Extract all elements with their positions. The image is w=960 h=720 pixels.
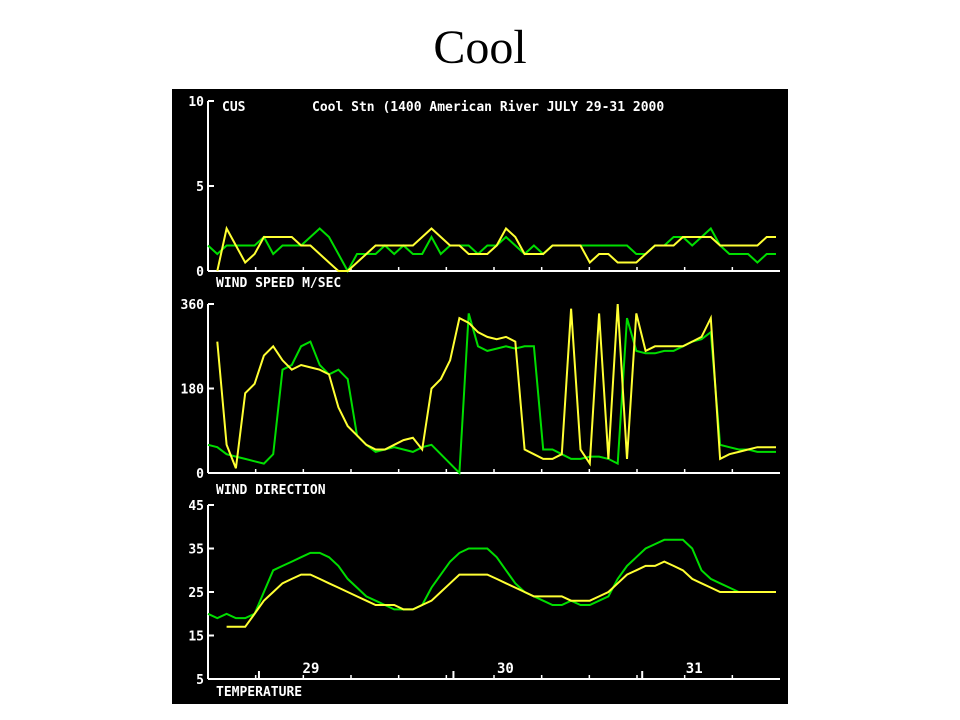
series-line-green xyxy=(207,538,776,620)
x-tick-label: 30 xyxy=(497,661,514,677)
meteogram-svg: CUS Cool Stn (1400 American River JULY 2… xyxy=(181,95,780,700)
x-tick-label: 31 xyxy=(686,661,703,677)
panel-label: WIND SPEED M/SEC xyxy=(216,276,341,291)
y-tick-label: 0 xyxy=(196,265,204,280)
series-line-yellow xyxy=(226,560,776,628)
meteogram-panel: CUS Cool Stn (1400 American River JULY 2… xyxy=(172,89,788,704)
y-tick-label: 35 xyxy=(188,543,204,558)
y-tick-label: 10 xyxy=(188,95,204,110)
y-tick-label: 25 xyxy=(188,586,204,601)
y-tick-label: 15 xyxy=(188,630,204,645)
slide-title: Cool xyxy=(433,21,527,74)
y-tick-label: 45 xyxy=(188,499,204,514)
station-code: CUS xyxy=(222,100,246,115)
series-line-green xyxy=(207,226,776,274)
series-line-yellow xyxy=(216,225,776,272)
y-tick-label: 180 xyxy=(181,383,205,398)
panel-label: TEMPERATURE xyxy=(216,685,302,700)
panel-label: WIND DIRECTION xyxy=(216,483,326,498)
y-tick-label: 5 xyxy=(196,180,204,195)
y-tick-label: 360 xyxy=(181,298,205,313)
station-info: Cool Stn (1400 American River JULY 29-31… xyxy=(312,100,664,115)
y-tick-label: 0 xyxy=(196,467,204,482)
y-tick-label: 5 xyxy=(196,673,204,688)
x-tick-label: 29 xyxy=(303,661,320,677)
series-line-yellow xyxy=(216,303,776,469)
